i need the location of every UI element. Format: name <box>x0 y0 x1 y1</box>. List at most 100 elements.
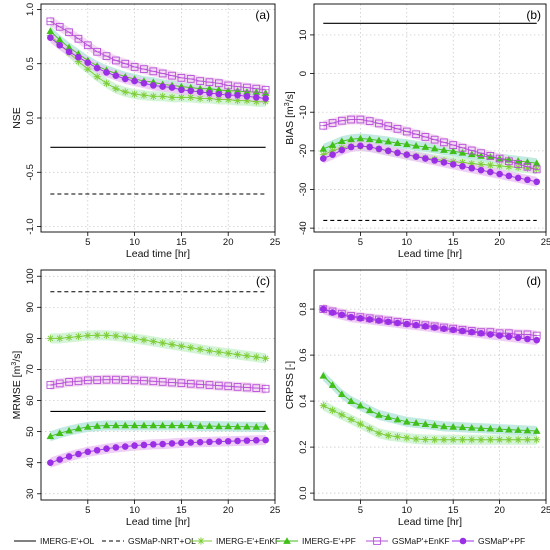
x-tick-label: 25 <box>270 237 281 248</box>
data-point <box>430 421 439 429</box>
data-point <box>224 349 232 357</box>
data-point <box>168 421 176 429</box>
data-point <box>150 441 157 448</box>
y-tick-label: 1.0 <box>25 3 36 16</box>
data-point <box>486 153 495 160</box>
data-point <box>412 153 420 160</box>
data-point <box>75 53 82 61</box>
x-tick-label: 20 <box>494 237 505 248</box>
data-point <box>206 438 213 446</box>
data-point <box>252 353 260 361</box>
data-point <box>103 69 110 76</box>
data-point <box>159 440 166 448</box>
data-point <box>375 411 383 418</box>
data-point <box>468 328 476 336</box>
legend-item: IMERG-E'+PF <box>276 536 356 546</box>
data-point <box>412 435 420 443</box>
y-tick-label: 40 <box>25 457 36 468</box>
data-point <box>65 48 73 56</box>
data-point <box>196 438 204 446</box>
data-point <box>93 446 101 454</box>
data-point <box>477 149 485 158</box>
data-point <box>233 383 242 391</box>
data-point <box>102 79 111 87</box>
data-point <box>486 424 495 432</box>
x-tick-label: 10 <box>129 237 140 248</box>
data-point <box>431 157 438 164</box>
data-point <box>319 305 327 313</box>
data-point <box>55 429 64 437</box>
x-tick-label: 20 <box>494 505 505 516</box>
data-point <box>505 163 513 171</box>
data-point <box>46 381 55 389</box>
y-tick-label: -10 <box>298 105 309 119</box>
legend-label: GSMaP'+EnKF <box>392 536 450 546</box>
data-point <box>150 82 157 89</box>
data-point <box>93 422 101 429</box>
data-point <box>261 89 270 96</box>
data-point <box>328 406 337 414</box>
data-point <box>56 41 64 49</box>
data-point <box>384 432 392 440</box>
data-point <box>102 52 111 60</box>
data-point <box>121 421 130 429</box>
data-point <box>205 78 214 87</box>
data-point <box>55 22 64 31</box>
data-point <box>412 321 420 329</box>
series-imerg-e-pf <box>319 372 541 434</box>
data-point <box>243 88 251 95</box>
data-point <box>93 64 101 72</box>
data-point <box>196 380 204 389</box>
data-point <box>168 84 176 91</box>
data-point <box>357 315 364 322</box>
data-point <box>375 119 383 128</box>
y-tick-label: 70 <box>25 364 36 375</box>
y-tick-label: 0.2 <box>298 440 309 453</box>
data-point <box>74 424 83 432</box>
data-point <box>487 331 494 338</box>
data-point <box>215 422 223 430</box>
x-tick-label: 10 <box>402 237 413 248</box>
series-gsmap-pf <box>47 436 269 467</box>
y-tick-label: 0 <box>298 71 309 76</box>
legend-label: IMERG-E'+EnKF <box>216 536 280 546</box>
data-point <box>496 436 504 444</box>
data-point <box>421 435 429 444</box>
data-point <box>338 137 346 145</box>
data-point <box>505 333 513 341</box>
legend-marker <box>197 537 205 545</box>
data-point <box>233 87 242 94</box>
data-point <box>93 73 101 81</box>
data-point <box>234 91 241 99</box>
data-point <box>384 122 393 130</box>
data-point <box>440 159 448 166</box>
data-point <box>319 145 328 152</box>
data-point <box>487 168 494 176</box>
panel-label: (a) <box>255 8 270 22</box>
data-point <box>514 174 522 182</box>
data-point <box>375 429 383 437</box>
data-point <box>93 47 102 56</box>
data-point <box>65 43 73 51</box>
uncertainty-band <box>50 330 266 364</box>
data-point <box>84 423 92 430</box>
data-point <box>421 133 430 141</box>
plot-frame <box>40 269 276 501</box>
legend-marker <box>373 537 381 545</box>
data-point <box>177 421 186 429</box>
data-point <box>84 59 92 66</box>
data-point <box>262 95 269 102</box>
series-imerg-e-enkf <box>319 402 541 444</box>
series-gsmap-pf <box>319 142 541 186</box>
data-point <box>252 423 261 430</box>
data-point <box>65 426 73 434</box>
data-point <box>319 372 328 379</box>
data-point <box>186 75 195 83</box>
data-point <box>121 59 130 68</box>
data-point <box>112 421 120 429</box>
data-point <box>477 436 485 444</box>
data-point <box>243 352 251 360</box>
y-tick-label: 100 <box>25 268 36 284</box>
